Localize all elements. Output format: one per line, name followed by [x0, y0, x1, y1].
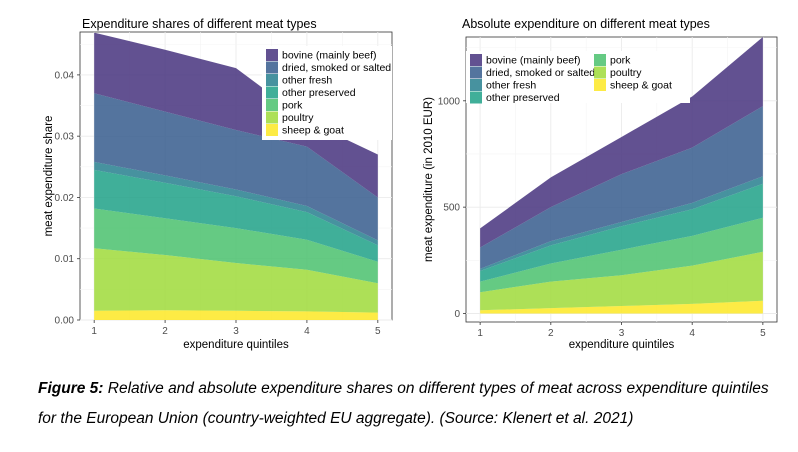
chart1-x-tick-label: 4 — [304, 326, 310, 337]
caption-text: Relative and absolute expenditure shares… — [38, 380, 769, 427]
chart2-x-tick-label: 2 — [548, 328, 554, 339]
chart1-x-tick-label: 2 — [162, 326, 168, 337]
chart1-legend-swatch — [266, 124, 278, 136]
chart1-y-tick-label: 0.00 — [55, 316, 75, 327]
chart1-legend-label: pork — [282, 100, 303, 112]
chart1-legend-label: bovine (mainly beef) — [282, 50, 377, 62]
charts-container: 1 2 3 4 5 0.00 0.01 0.02 0.03 0.04 Expenditure sha… — [43, 17, 778, 351]
chart2-area-other-fresh — [480, 176, 763, 271]
chart2-legend-swatch — [470, 91, 482, 104]
chart2-legend-label: pork — [610, 55, 631, 67]
chart1-legend-label: poultry — [282, 112, 314, 124]
chart2-area-pork — [480, 217, 763, 293]
chart2-x-tick-label: 5 — [760, 328, 766, 339]
chart1-area-sheep-goat — [94, 310, 378, 320]
chart1-legend-label: dried, smoked or salted — [282, 62, 391, 74]
chart2-legend-label: other preserved — [486, 92, 560, 104]
chart1-area-dried-smoked-or-salted — [94, 93, 378, 241]
figure-caption: Figure 5: Relative and absolute expendit… — [38, 374, 778, 434]
chart1-y-tick-label: 0.02 — [55, 193, 75, 204]
chart1-y-axis-label: meat expenditure share — [43, 116, 55, 237]
chart1-x-tick-label: 3 — [233, 326, 239, 337]
caption-label: Figure 5: — [38, 380, 104, 397]
chart2-x-tick-label: 4 — [689, 328, 695, 339]
chart1-title: Expenditure shares of different meat typ… — [82, 17, 317, 31]
chart1-area-bovine-mainly-beef — [94, 32, 378, 198]
chart1-legend-swatch — [266, 74, 278, 86]
chart2-legend-swatch — [594, 66, 606, 79]
charts-svg: 1 2 3 4 5 0.00 0.01 0.02 0.03 0.04 Expenditure sha… — [43, 17, 778, 351]
chart1-area-pork — [94, 208, 378, 284]
chart1-legend-swatch — [266, 49, 278, 61]
chart2-y-tick-label: 500 — [443, 203, 460, 214]
chart2-x-tick-label: 3 — [619, 328, 625, 339]
chart2-y-axis-label: meat expenditure (in 2010 EUR) — [423, 97, 435, 262]
chart2-legend-swatch — [470, 79, 482, 91]
chart1-legend-swatch — [266, 99, 278, 111]
chart1-y-tick-label: 0.04 — [55, 70, 75, 81]
chart2-area-poultry — [480, 251, 763, 311]
chart1-x-tick-label: 1 — [91, 326, 97, 337]
chart1-x-tick-label: 5 — [375, 326, 381, 337]
chart1-legend-swatch — [266, 86, 278, 99]
chart2-area-other-preserved — [480, 183, 763, 282]
chart2-y-tick-label: 1000 — [438, 96, 461, 107]
chart2-title: Absolute expenditure on different meat t… — [462, 17, 710, 31]
chart2-legend-label: other fresh — [486, 80, 536, 92]
chart1-legend-box — [262, 46, 392, 140]
chart2-y-tick-label: 0 — [454, 309, 460, 320]
chart2-legend-label: dried, smoked or salted — [486, 67, 595, 79]
chart2-legend-swatch — [594, 79, 606, 91]
chart2-legend-label: bovine (mainly beef) — [486, 55, 581, 67]
chart1-legend-label: other preserved — [282, 87, 356, 99]
chart2-x-axis-label: expenditure quintiles — [569, 339, 675, 351]
chart1-y-tick-label: 0.01 — [55, 254, 75, 265]
chart1-area-other-preserved — [94, 169, 378, 262]
chart2-area-bovine-mainly-beef — [480, 37, 763, 248]
chart2-legend-box — [466, 51, 690, 103]
chart2-x-tick-label: 1 — [477, 328, 483, 339]
chart2-legend-swatch — [470, 54, 482, 66]
chart2-legend-swatch — [470, 66, 482, 79]
chart2-legend-label: sheep & goat — [610, 80, 672, 92]
chart1-y-tick-label: 0.03 — [55, 132, 75, 143]
chart1-area-poultry — [94, 248, 378, 313]
chart1-legend-label: sheep & goat — [282, 125, 344, 137]
chart1-x-axis-label: expenditure quintiles — [183, 339, 289, 351]
chart1-legend-label: other fresh — [282, 75, 332, 87]
chart2-area-dried-smoked-or-salted — [480, 106, 763, 269]
chart2-legend-swatch — [594, 54, 606, 66]
chart2-legend-label: poultry — [610, 67, 642, 79]
chart1-legend-swatch — [266, 111, 278, 124]
chart1-area-other-fresh — [94, 161, 378, 246]
chart1-legend-swatch — [266, 61, 278, 74]
